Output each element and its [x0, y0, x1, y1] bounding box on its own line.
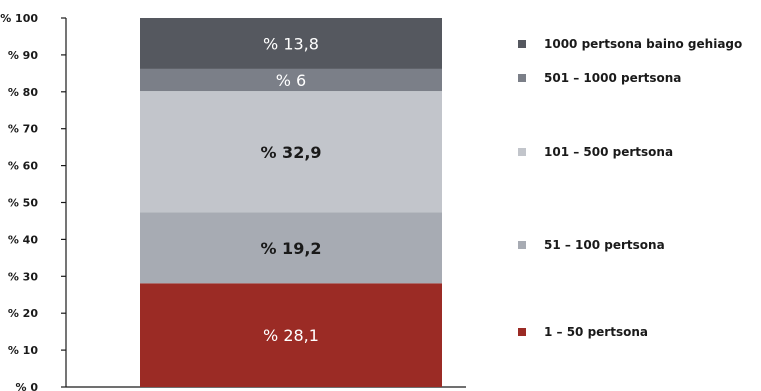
y-tick-label: % 100 — [0, 12, 38, 25]
y-tick-label: % 90 — [8, 49, 39, 62]
bar-segment-label: % 32,9 — [260, 143, 321, 162]
bar-segment-label: % 19,2 — [260, 239, 321, 258]
y-tick-label: % 20 — [8, 307, 39, 320]
y-tick-label: % 30 — [8, 270, 39, 283]
legend-swatch — [518, 328, 526, 336]
y-tick-label: % 40 — [8, 233, 39, 246]
legend-swatch — [518, 74, 526, 82]
bar-segment — [140, 212, 442, 284]
legend: 1 – 50 pertsona 51 – 100 pertsona 101 – 50… — [518, 37, 742, 339]
y-axis: % 0 % 10 % 20 % 30 % 40 % 50 % 60 % 70 % 80 % 90%… — [0, 12, 466, 391]
bar-segment-label: % 28,1 — [263, 326, 319, 345]
legend-label: 51 – 100 pertsona — [544, 238, 665, 252]
y-tick-label: % 80 — [8, 86, 39, 99]
y-tick-label: % 60 — [8, 160, 39, 173]
legend-label: 501 – 1000 pertsona — [544, 71, 681, 85]
legend-label: 101 – 500 pertsona — [544, 145, 673, 159]
legend-label: 1 – 50 pertsona — [544, 325, 648, 339]
legend-swatch — [518, 40, 526, 48]
legend-swatch — [518, 148, 526, 156]
y-tick-label: % 0 — [15, 381, 38, 391]
bar-segment — [140, 18, 442, 69]
y-tick-label: % 10 — [8, 344, 39, 357]
legend-swatch — [518, 241, 526, 249]
bar-segment — [140, 91, 442, 213]
bar-segment — [140, 68, 442, 92]
y-tick-label: % 70 — [8, 123, 39, 136]
bar-segment-label: % 13,8 — [263, 34, 319, 53]
bar-segment-label: % 6 — [276, 71, 306, 90]
bar-segment — [140, 283, 442, 387]
legend-label: 1000 pertsona baino gehiago — [544, 37, 742, 51]
y-tick-label: % 50 — [8, 197, 39, 210]
bar-stack: % 28,1 % 19,2 % 32,9 % 6 % 13,8 — [140, 18, 442, 387]
